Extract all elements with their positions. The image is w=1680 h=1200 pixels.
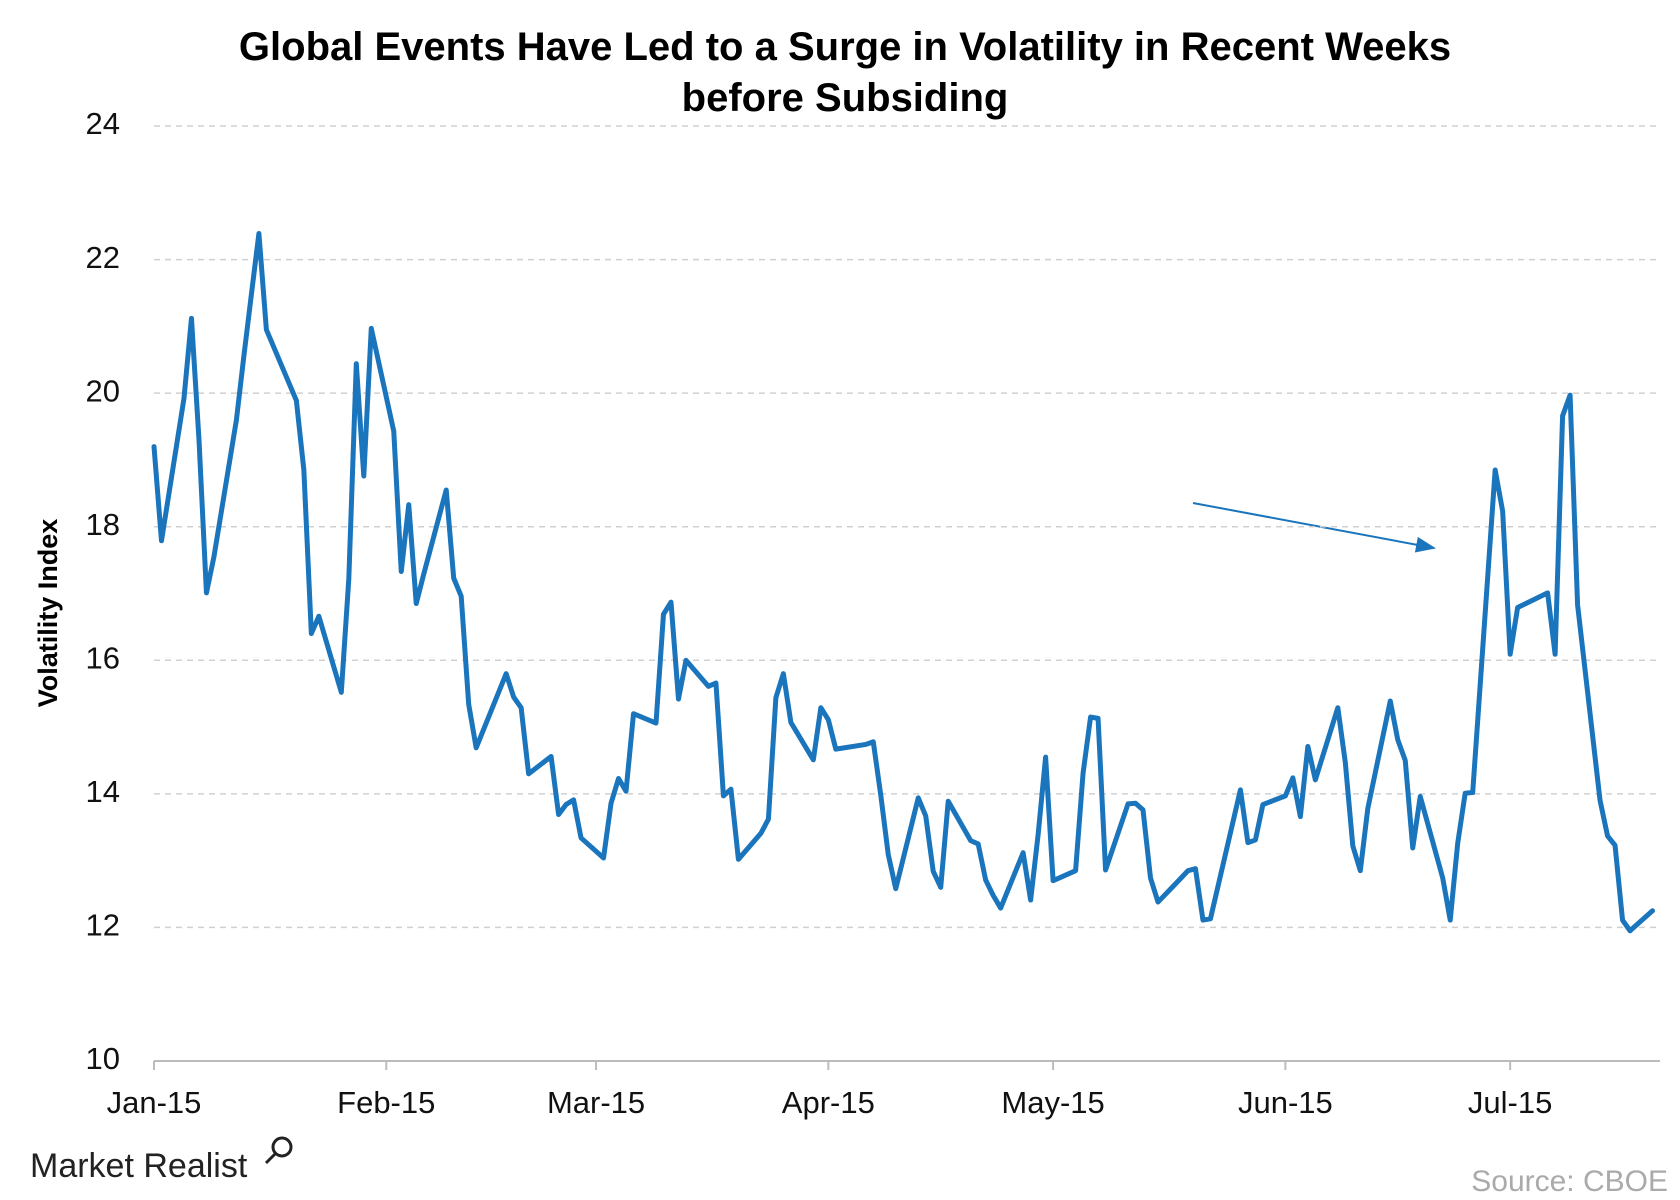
y-tick-label: 14 bbox=[86, 774, 120, 809]
annotation-arrow bbox=[1192, 502, 1436, 553]
logo: Market Realist bbox=[30, 1147, 248, 1185]
x-tick-label: Feb-15 bbox=[337, 1085, 435, 1120]
x-tick-label: May-15 bbox=[1001, 1085, 1104, 1120]
data-line bbox=[151, 231, 1656, 934]
x-tick-label: Jul-15 bbox=[1468, 1085, 1552, 1120]
logo-icon bbox=[264, 1136, 293, 1165]
x-tick-label: Apr-15 bbox=[782, 1085, 875, 1120]
y-tick-label: 20 bbox=[86, 373, 120, 408]
y-tick-label: 24 bbox=[86, 106, 120, 141]
chart-title: Global Events Have Led to a Surge in Vol… bbox=[238, 25, 1452, 120]
y-tick-label: 22 bbox=[86, 240, 120, 275]
x-tick-label: Mar-15 bbox=[547, 1085, 645, 1120]
x-tick-label: Jan-15 bbox=[107, 1085, 202, 1120]
y-tick-label: 16 bbox=[86, 640, 120, 675]
y-axis-label: Volatility Index bbox=[33, 519, 63, 708]
y-tick-label: 12 bbox=[86, 908, 120, 943]
y-tick-label: 18 bbox=[86, 507, 120, 542]
source: Source: CBOE bbox=[1471, 1165, 1668, 1198]
y-tick-label: 10 bbox=[86, 1041, 120, 1076]
x-tick-label: Jun-15 bbox=[1238, 1085, 1333, 1120]
